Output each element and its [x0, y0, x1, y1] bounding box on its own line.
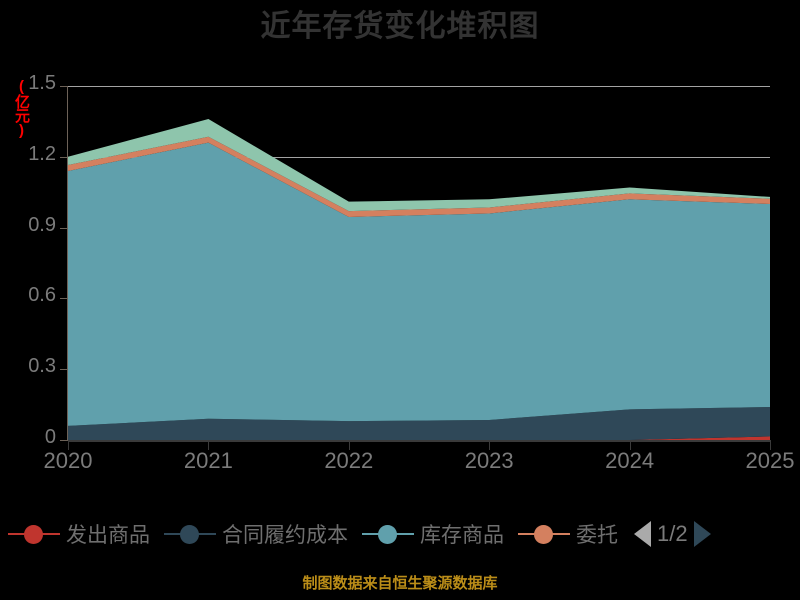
legend-label: 库存商品: [420, 524, 504, 547]
y-axis-tick-label: 0.6: [28, 284, 56, 307]
y-axis-tick-label: 1.2: [28, 142, 56, 165]
x-axis-tick: [68, 441, 69, 450]
y-axis-tick-label: 0: [44, 426, 56, 448]
legend-item-发出商品[interactable]: 发出商品: [8, 519, 150, 549]
x-axis-tick-label: 2025: [745, 448, 795, 473]
legend-dot: [378, 525, 397, 544]
legend-label: 合同履约成本: [222, 524, 348, 547]
plot-area: [68, 86, 770, 441]
y-axis-line: [67, 86, 68, 441]
legend-item-库存商品[interactable]: 库存商品: [362, 519, 504, 549]
x-axis-tick-label: 2022: [324, 448, 374, 473]
y-axis-tick-label: 0.9: [28, 213, 56, 236]
legend-pager: 1/2: [634, 521, 711, 547]
y-axis-tick: [60, 298, 68, 300]
stacked-area-series: [68, 119, 770, 440]
y-axis-unit-label: (亿元): [13, 78, 30, 138]
legend-dot: [24, 525, 43, 544]
gridline: [68, 156, 770, 158]
x-axis-tick: [770, 441, 771, 450]
area-series-合同履约成本: [68, 406, 770, 440]
circle-marker-icon: [518, 523, 570, 545]
y-axis-tick: [60, 369, 68, 371]
y-axis-tick-label: 0.3: [28, 355, 56, 378]
y-axis-tick: [60, 86, 68, 87]
x-axis-tick-label: 2020: [43, 448, 93, 473]
legend-label: 委托: [576, 524, 618, 547]
legend-dot: [180, 525, 199, 544]
circle-marker-icon: [362, 523, 414, 545]
area-series-库存商品: [68, 142, 770, 426]
area-series-发出商品: [68, 436, 770, 440]
circle-marker-icon: [164, 523, 216, 545]
legend-dot: [534, 525, 553, 544]
x-axis-tick: [348, 441, 350, 450]
y-axis-tick: [60, 227, 68, 229]
x-axis-tick-label: 2024: [605, 448, 655, 473]
area-series-委托: [68, 136, 770, 217]
y-axis-tick-label: 1.5: [28, 72, 56, 94]
legend-label: 发出商品: [66, 524, 150, 547]
y-axis-tick: [60, 440, 68, 441]
legend-item-委托[interactable]: 委托: [518, 519, 618, 549]
legend-page-count: 1/2: [657, 521, 688, 546]
x-axis-tick-label: 2021: [183, 448, 233, 473]
gridline: [68, 86, 770, 87]
triangle-right-icon[interactable]: [693, 521, 711, 547]
x-axis-line: [68, 440, 771, 442]
circle-marker-icon: [8, 523, 60, 545]
triangle-left-icon[interactable]: [634, 521, 651, 547]
page-title: 近年存货变化堆积图: [260, 10, 540, 43]
legend: 发出商品 合同履约成本 库存商品 委托 1/2: [0, 505, 800, 563]
source-watermark: 制图数据来自恒生聚源数据库: [302, 575, 498, 592]
y-axis-tick: [60, 156, 68, 158]
x-axis-tick-label: 2023: [464, 448, 514, 473]
x-axis-tick: [208, 441, 210, 450]
legend-item-合同履约成本[interactable]: 合同履约成本: [164, 519, 348, 549]
x-axis-tick: [629, 441, 631, 450]
area-series-其他: [68, 119, 770, 212]
x-axis-tick: [489, 441, 491, 450]
